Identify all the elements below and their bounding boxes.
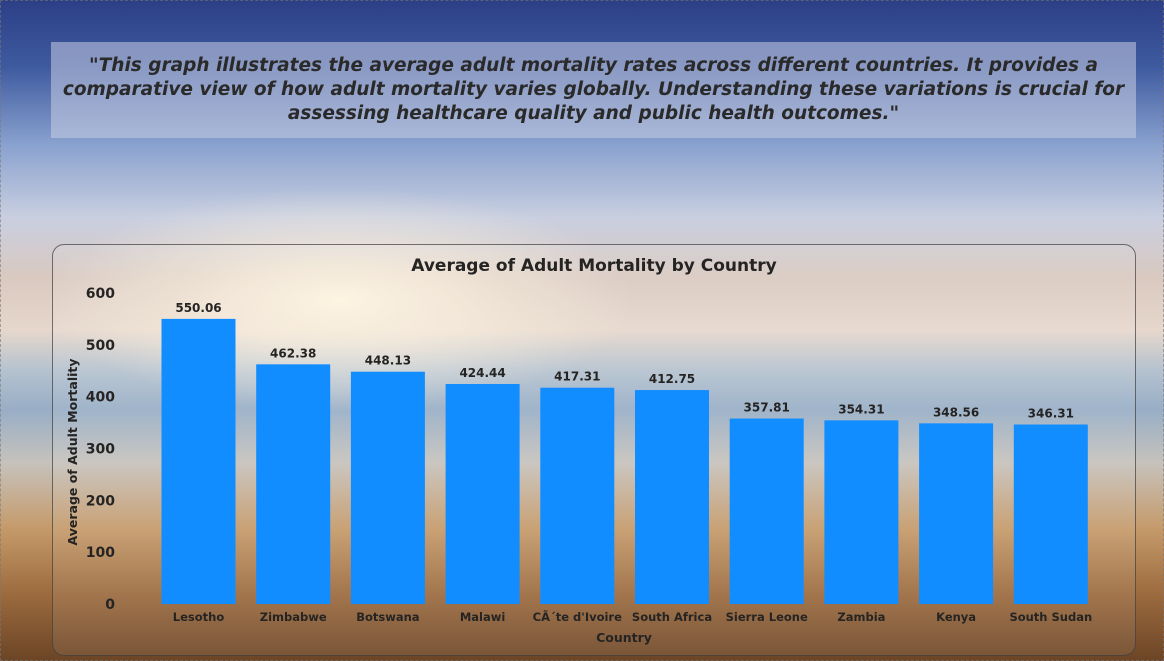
x-tick-label: Zambia	[837, 610, 885, 624]
y-axis-title: Average of Adult Mortality	[65, 358, 80, 545]
data-label: 357.81	[744, 401, 790, 415]
x-tick-label: Botswana	[356, 610, 419, 624]
y-tick-label: 600	[86, 286, 115, 302]
data-label: 424.44	[459, 366, 505, 380]
x-axis-categories: Lesotho Zimbabwe Botswana Malawi CÃ´te d'Ivo…	[173, 609, 1092, 624]
bar[interactable]	[540, 387, 615, 604]
bar[interactable]	[256, 364, 331, 604]
x-tick-label: Malawi	[460, 610, 505, 624]
bar[interactable]	[1013, 424, 1088, 604]
x-axis-title: Country	[596, 630, 652, 645]
bar[interactable]	[919, 423, 994, 604]
x-tick-label: South Sudan	[1009, 610, 1092, 624]
description-textbox: "This graph illustrates the average adul…	[51, 42, 1136, 138]
data-label: 550.06	[175, 301, 221, 315]
x-tick-label: Zimbabwe	[260, 610, 327, 624]
y-tick-label: 300	[86, 442, 115, 458]
x-tick-label: Kenya	[936, 610, 976, 624]
x-tick-label: CÃ´te d'Ivoire	[533, 609, 622, 624]
data-label: 346.31	[1028, 406, 1074, 420]
y-tick-label: 0	[105, 597, 115, 613]
x-tick-label: South Africa	[632, 610, 712, 624]
data-label: 412.75	[649, 372, 695, 386]
data-labels: 550.06 462.38 448.13 424.44 417.31 412.75 357.…	[175, 301, 1074, 421]
chart-title: Average of Adult Mortality by Country	[411, 256, 776, 276]
data-label: 348.56	[933, 405, 979, 419]
x-tick-label: Lesotho	[173, 610, 225, 624]
y-tick-label: 500	[86, 338, 115, 354]
y-axis-ticks: 0 100 200 300 400 500 600	[86, 286, 115, 613]
bar[interactable]	[445, 383, 520, 604]
bar[interactable]	[635, 390, 709, 604]
y-tick-label: 400	[86, 390, 115, 406]
bar[interactable]	[729, 418, 804, 604]
data-label: 462.38	[270, 346, 316, 360]
y-tick-label: 200	[86, 493, 115, 509]
bar-chart-svg: Average of Adult Mortality by Country 0 1…	[65, 256, 1092, 645]
bar-chart-visual[interactable]: Average of Adult Mortality by Country 0 1…	[52, 244, 1136, 656]
x-tick-label: Sierra Leone	[726, 610, 808, 624]
data-label: 417.31	[554, 370, 600, 384]
bar[interactable]	[350, 371, 425, 604]
data-label: 354.31	[838, 402, 884, 416]
bars	[161, 318, 1088, 604]
bar[interactable]	[824, 420, 899, 604]
data-label: 448.13	[365, 354, 411, 368]
y-tick-label: 100	[86, 545, 115, 561]
bar[interactable]	[161, 318, 236, 604]
description-text: "This graph illustrates the average adul…	[62, 55, 1125, 124]
